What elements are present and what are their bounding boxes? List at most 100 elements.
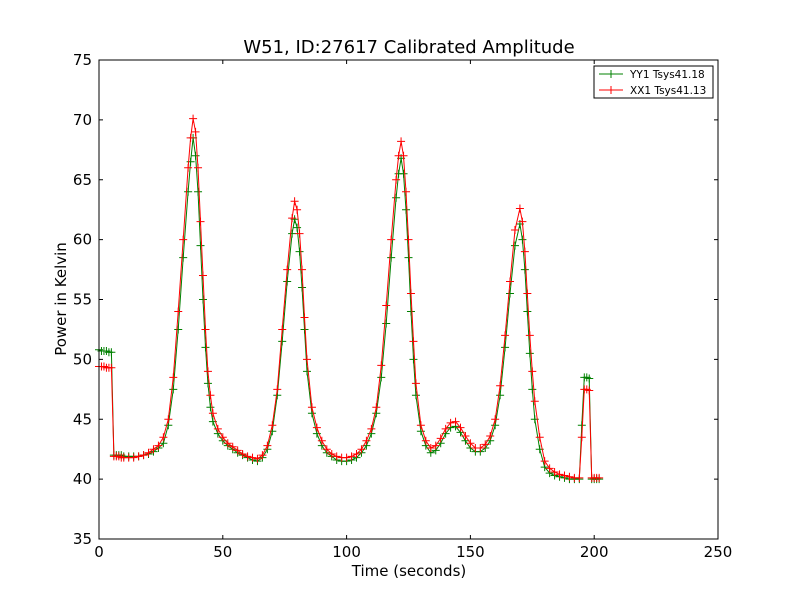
data-point [377, 373, 386, 382]
data-point [555, 470, 564, 479]
data-point [367, 424, 376, 433]
data-point [382, 301, 391, 310]
data-point [278, 325, 287, 334]
data-point [201, 325, 210, 334]
data-point [298, 283, 307, 292]
data-point [198, 271, 207, 280]
data-point [550, 467, 559, 476]
x-tick-label: 50 [213, 543, 232, 561]
data-point [545, 464, 554, 473]
data-point [392, 175, 401, 184]
data-point [510, 226, 519, 235]
data-point [312, 423, 321, 432]
data-point [456, 423, 465, 432]
data-point [411, 391, 420, 400]
data-point [322, 445, 331, 454]
y-tick-label: 75 [73, 51, 92, 69]
data-point [263, 441, 272, 450]
data-point [382, 319, 391, 328]
data-point [406, 289, 415, 298]
data-point [154, 441, 163, 450]
data-point [233, 446, 242, 455]
data-point [191, 151, 200, 160]
data-point [416, 421, 425, 430]
x-tick-label: 250 [704, 543, 733, 561]
data-point [186, 133, 195, 142]
data-point [436, 434, 445, 443]
data-point [506, 277, 515, 286]
data-point [402, 205, 411, 214]
data-point [208, 409, 217, 418]
data-point [179, 235, 188, 244]
data-point [481, 440, 490, 449]
data-point [283, 265, 292, 274]
data-point [238, 449, 247, 458]
data-point [446, 418, 455, 427]
plot-area [95, 114, 604, 484]
data-point [530, 397, 539, 406]
data-point [213, 424, 222, 433]
data-point [466, 439, 475, 448]
data-point [149, 445, 158, 454]
data-point [560, 471, 569, 480]
y-axis: 35 40 45 50 55 60 65 70 75 [73, 51, 718, 548]
data-point [332, 452, 341, 461]
series-1 [95, 133, 604, 484]
data-point [392, 193, 401, 202]
data-point [253, 454, 262, 463]
data-point [585, 374, 594, 383]
data-point [169, 385, 178, 394]
data-point [510, 241, 519, 250]
legend: YY1 Tsys41.18 XX1 Tsys41.13 [593, 65, 714, 99]
data-point [535, 433, 544, 442]
y-axis-label: Power in Kelvin [52, 242, 70, 356]
data-point [476, 443, 485, 452]
data-point [520, 247, 529, 256]
data-point [409, 337, 418, 346]
legend-marker [607, 86, 615, 94]
data-point [409, 355, 418, 364]
data-point [228, 442, 237, 451]
data-point [194, 163, 203, 172]
data-point [518, 217, 527, 226]
data-point [501, 331, 510, 340]
data-point [194, 187, 203, 196]
data-point [431, 441, 440, 450]
data-point [295, 247, 304, 256]
data-point [528, 367, 537, 376]
data-point [179, 253, 188, 262]
data-point [139, 451, 148, 460]
data-point [404, 253, 413, 262]
data-point [523, 289, 532, 298]
data-point [206, 391, 215, 400]
data-point [159, 433, 168, 442]
data-point [575, 473, 584, 482]
data-point [357, 445, 366, 454]
x-axis: 0 50 100 150 200 250 [94, 60, 732, 561]
legend-marker [607, 70, 615, 78]
data-point [293, 223, 302, 232]
y-tick-label: 60 [73, 231, 92, 249]
data-point [268, 421, 277, 430]
data-point [377, 361, 386, 370]
data-point [144, 448, 153, 457]
data-point [243, 452, 252, 461]
data-point [169, 373, 178, 382]
data-point [203, 367, 212, 376]
data-point [206, 403, 215, 412]
data-point [129, 453, 138, 462]
data-point [196, 241, 205, 250]
data-point [278, 337, 287, 346]
data-point [515, 204, 524, 213]
data-point [295, 229, 304, 238]
data-point [491, 415, 500, 424]
data-point [302, 355, 311, 364]
chart-title: W51, ID:27617 Calibrated Amplitude [243, 37, 574, 58]
data-point [406, 307, 415, 316]
data-point [362, 436, 371, 445]
y-tick-label: 40 [73, 470, 92, 488]
data-point [342, 453, 351, 462]
legend-label: XX1 Tsys41.13 [630, 85, 706, 97]
data-point [372, 403, 381, 412]
